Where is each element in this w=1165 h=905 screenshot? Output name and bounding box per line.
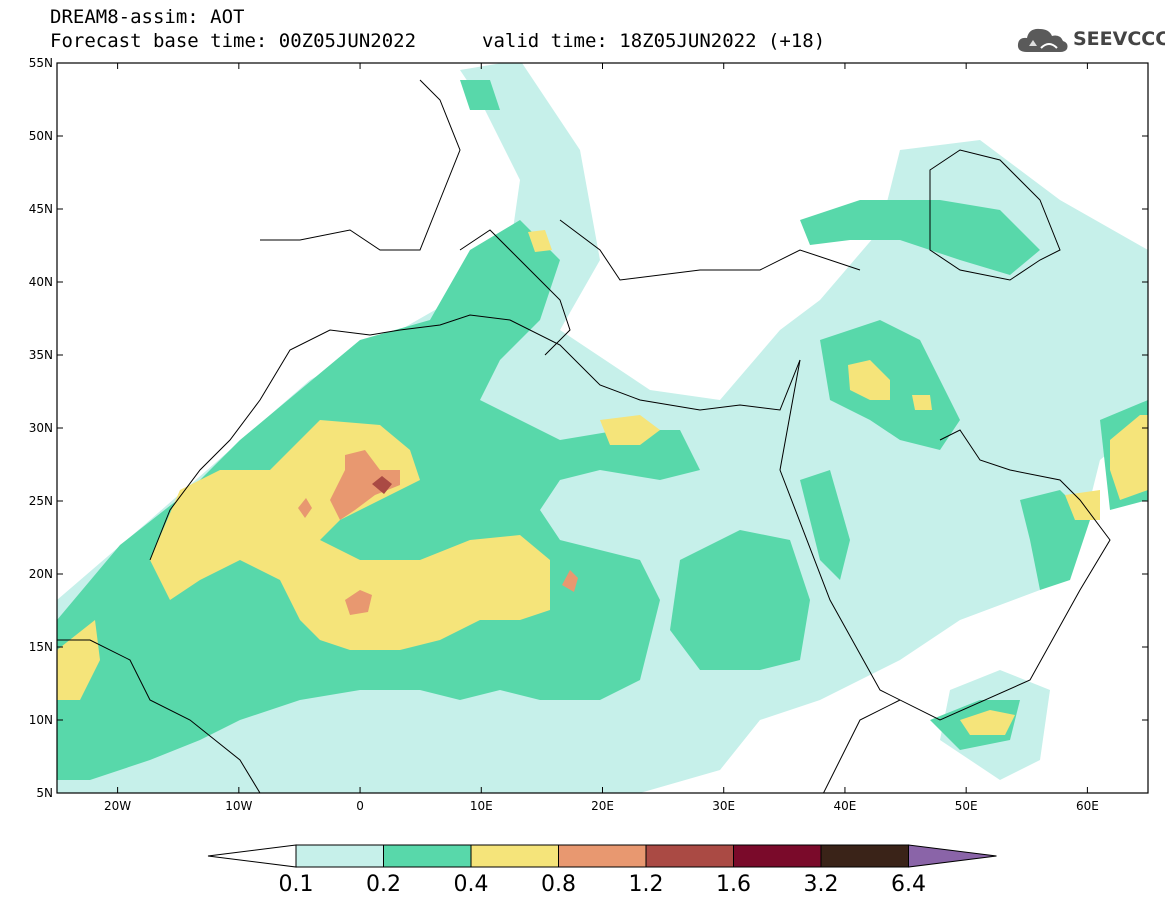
lat-tick-label: 5N <box>36 786 53 800</box>
map-title: DREAM8-assim: AOT <box>50 6 245 28</box>
colorbar-segment <box>733 844 822 868</box>
valid-time: valid time: 18Z05JUN2022 (+18) <box>482 30 826 52</box>
lat-tick-label: 20N <box>29 567 53 581</box>
aot-level-1.2 <box>372 476 392 494</box>
lat-tick-label: 15N <box>29 640 53 654</box>
logo-text: SEEVCCC <box>1073 28 1165 50</box>
colorbar-segment <box>645 844 734 868</box>
lon-tick-label: 60E <box>1076 799 1099 813</box>
lat-tick-label: 25N <box>29 494 53 508</box>
colorbar-label: 0.2 <box>366 872 401 897</box>
cloud-icon <box>1017 28 1068 52</box>
lon-tick-label: 30E <box>712 799 735 813</box>
lon-tick-label: 50E <box>955 799 978 813</box>
colorbar-label: 1.2 <box>628 872 664 897</box>
seevccc-logo: SEEVCCC <box>1015 20 1165 60</box>
aot-level-0.4 <box>57 230 1148 735</box>
lon-tick-label: 40E <box>834 799 857 813</box>
lat-tick-label: 50N <box>29 129 53 143</box>
colorbar-arrow-low <box>207 844 297 868</box>
colorbar-segment <box>470 844 559 868</box>
colorbar-label: 0.1 <box>278 872 314 897</box>
lon-axis: 20W 10W 0 10E 20E 30E 40E 50E 60E <box>104 63 1099 813</box>
colorbar-label: 0.4 <box>453 872 489 897</box>
lat-tick-label: 35N <box>29 348 53 362</box>
colorbar-label: 1.6 <box>716 872 751 897</box>
colorbar-arrow-high <box>908 844 997 868</box>
lon-tick-label: 20W <box>104 799 131 813</box>
colorbar <box>207 844 997 868</box>
colorbar-segment <box>383 844 472 868</box>
forecast-base-time: Forecast base time: 00Z05JUN2022 <box>50 30 417 52</box>
colorbar-segment <box>558 844 647 868</box>
aot-field <box>57 63 1148 793</box>
lon-tick-label: 10E <box>470 799 493 813</box>
lat-axis: 55N 50N 45N 40N 35N 30N 25N 20N 15N 10N 5N <box>29 56 1148 800</box>
colorbar-segment <box>295 844 384 868</box>
lon-tick-label: 10W <box>225 799 252 813</box>
lat-tick-label: 55N <box>29 56 53 70</box>
colorbar-label: 3.2 <box>803 872 839 897</box>
lat-tick-label: 45N <box>29 202 53 216</box>
lat-tick-label: 10N <box>29 713 53 727</box>
lon-tick-label: 20E <box>591 799 614 813</box>
colorbar-segment <box>820 844 909 868</box>
colorbar-label: 6.4 <box>891 872 926 897</box>
aot-level-0.8 <box>298 450 578 615</box>
lon-tick-label: 0 <box>356 799 364 813</box>
coastlines <box>57 79 1111 793</box>
colorbar-label: 0.8 <box>541 872 576 897</box>
lat-tick-label: 40N <box>29 275 53 289</box>
lat-tick-label: 30N <box>29 421 53 435</box>
